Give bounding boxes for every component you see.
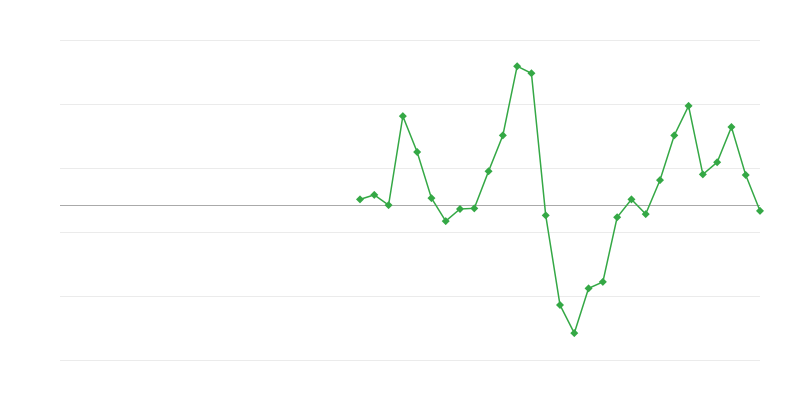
- data-point[interactable]: [413, 148, 422, 156]
- data-point[interactable]: [356, 195, 364, 204]
- data-point[interactable]: [556, 300, 564, 309]
- data-point[interactable]: [513, 62, 522, 71]
- data-point[interactable]: [484, 167, 493, 176]
- data-point[interactable]: [498, 131, 507, 140]
- data-point[interactable]: [698, 170, 707, 179]
- gridlines: [60, 40, 760, 361]
- data-point[interactable]: [627, 195, 636, 204]
- data-point[interactable]: [756, 206, 764, 215]
- data-point[interactable]: [727, 123, 736, 132]
- data-point[interactable]: [456, 204, 464, 213]
- data-point[interactable]: [370, 190, 379, 199]
- data-point[interactable]: [613, 213, 622, 222]
- data-point[interactable]: [527, 69, 536, 78]
- data-point[interactable]: [384, 201, 393, 210]
- data-point[interactable]: [741, 171, 750, 180]
- data-point[interactable]: [670, 131, 679, 140]
- data-point[interactable]: [598, 277, 607, 286]
- data-point[interactable]: [441, 217, 450, 226]
- data-point[interactable]: [470, 204, 479, 213]
- series-line: [359, 65, 761, 336]
- series: [356, 62, 764, 338]
- data-point[interactable]: [713, 158, 722, 167]
- data-point[interactable]: [656, 176, 664, 185]
- data-point[interactable]: [398, 112, 407, 121]
- data-point[interactable]: [541, 211, 550, 220]
- data-point[interactable]: [684, 101, 693, 110]
- data-point[interactable]: [584, 284, 593, 293]
- data-point[interactable]: [427, 194, 436, 203]
- data-point[interactable]: [570, 329, 579, 338]
- data-point[interactable]: [641, 210, 650, 219]
